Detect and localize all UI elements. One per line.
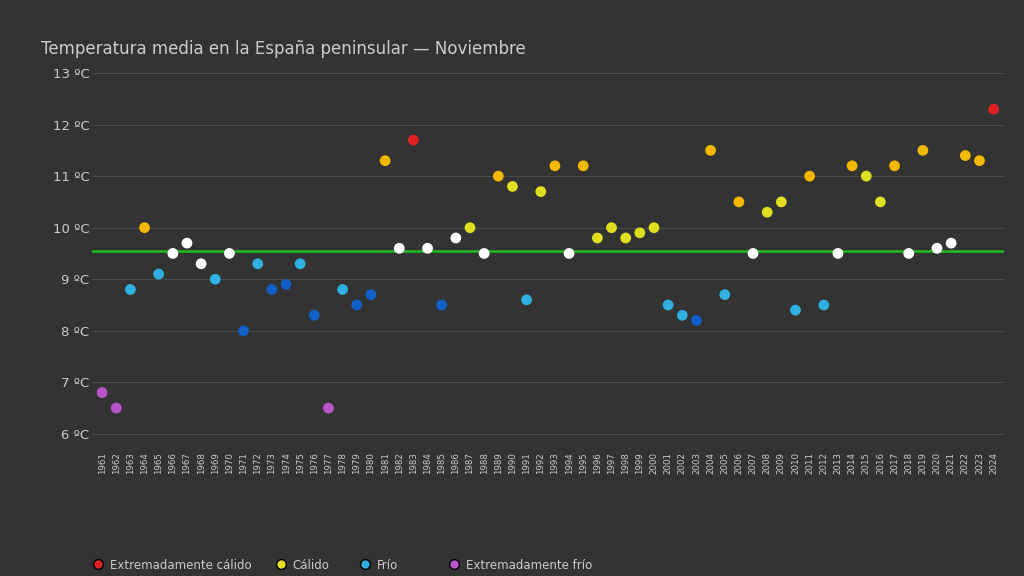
- Point: [632, 228, 648, 237]
- Legend: Extremadamente cálido, Muy cálido, Cálido, Normal, Frío, Muy frío, Extremadament: Extremadamente cálido, Muy cálido, Cálid…: [92, 559, 635, 576]
- Point: [659, 300, 676, 309]
- Point: [532, 187, 549, 196]
- Point: [278, 280, 294, 289]
- Point: [844, 161, 860, 170]
- Point: [321, 403, 337, 412]
- Point: [929, 244, 945, 253]
- Point: [972, 156, 988, 165]
- Point: [151, 270, 167, 279]
- Point: [717, 290, 733, 300]
- Point: [603, 223, 620, 232]
- Point: [985, 104, 1001, 113]
- Point: [362, 290, 379, 300]
- Point: [221, 249, 238, 258]
- Point: [335, 285, 351, 294]
- Point: [292, 259, 308, 268]
- Point: [575, 161, 592, 170]
- Point: [829, 249, 846, 258]
- Point: [250, 259, 266, 268]
- Point: [348, 300, 365, 309]
- Point: [702, 146, 719, 155]
- Point: [462, 223, 478, 232]
- Point: [306, 310, 323, 320]
- Point: [900, 249, 916, 258]
- Point: [406, 135, 422, 145]
- Point: [391, 244, 408, 253]
- Point: [858, 172, 874, 181]
- Point: [731, 198, 748, 207]
- Point: [476, 249, 493, 258]
- Point: [688, 316, 705, 325]
- Point: [617, 233, 634, 242]
- Point: [490, 172, 507, 181]
- Point: [179, 238, 196, 248]
- Point: [914, 146, 931, 155]
- Point: [165, 249, 181, 258]
- Point: [872, 198, 889, 207]
- Point: [420, 244, 436, 253]
- Point: [674, 310, 690, 320]
- Point: [561, 249, 578, 258]
- Point: [108, 403, 124, 412]
- Point: [802, 172, 818, 181]
- Point: [136, 223, 153, 232]
- Point: [773, 198, 790, 207]
- Point: [787, 305, 804, 314]
- Point: [815, 300, 831, 309]
- Point: [433, 300, 450, 309]
- Point: [504, 182, 520, 191]
- Point: [377, 156, 393, 165]
- Point: [759, 207, 775, 217]
- Point: [236, 326, 252, 335]
- Point: [957, 151, 974, 160]
- Point: [122, 285, 138, 294]
- Point: [193, 259, 209, 268]
- Point: [646, 223, 663, 232]
- Point: [547, 161, 563, 170]
- Point: [589, 233, 605, 242]
- Point: [264, 285, 281, 294]
- Point: [744, 249, 761, 258]
- Point: [447, 233, 464, 242]
- Point: [94, 388, 111, 397]
- Point: [518, 295, 535, 305]
- Point: [207, 275, 223, 284]
- Text: Temperatura media en la España peninsular — Noviembre: Temperatura media en la España peninsula…: [41, 40, 525, 58]
- Point: [887, 161, 903, 170]
- Point: [943, 238, 959, 248]
